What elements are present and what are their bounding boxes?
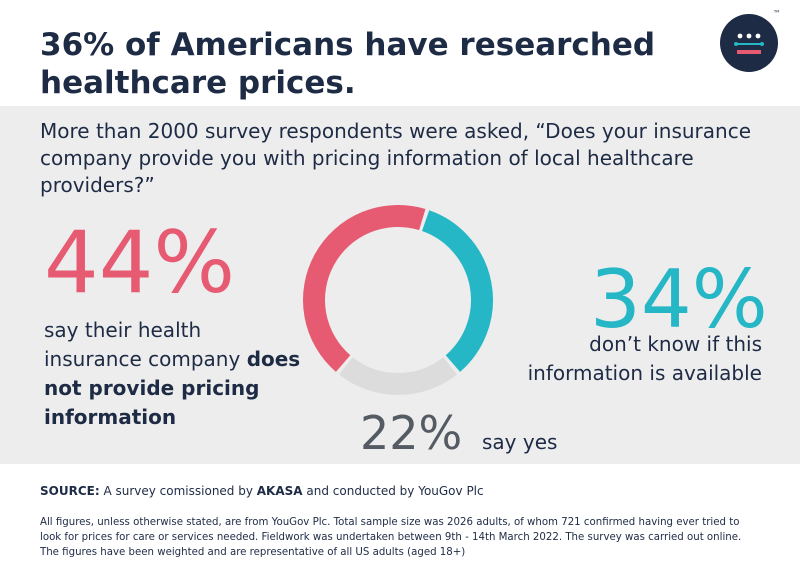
trademark-symbol: ™ [773, 9, 781, 18]
donut-chart [303, 205, 493, 395]
source-line: SOURCE: A survey comissioned by AKASA an… [40, 484, 484, 498]
page-title: 36% of Americans have researched healthc… [40, 27, 656, 101]
yes-percent-label: 22% [360, 406, 463, 460]
akasa-logo-icon [720, 14, 778, 72]
content-panel [0, 106, 800, 464]
left-percent-label: 44% [44, 213, 236, 313]
yes-description: say yes [482, 430, 558, 454]
right-percent-label: 34% [590, 253, 768, 346]
source-text-1: A survey comissioned by [99, 484, 257, 498]
source-brand: AKASA [256, 484, 303, 498]
survey-question: More than 2000 survey respondents were a… [40, 119, 752, 197]
donut-segment-34 [421, 210, 493, 372]
left-description-bold: does not provide pricing information [44, 347, 301, 429]
footnote: All figures, unless otherwise stated, ar… [40, 517, 742, 558]
left-description-plain: say their health insurance company [44, 318, 247, 371]
left-description: say their health insurance company does … [44, 316, 304, 432]
source-text-2: and conducted by YouGov Plc [302, 484, 484, 498]
donut-segment-44 [303, 205, 426, 372]
right-description: don’t know if this information is availa… [527, 332, 762, 385]
donut-segment-22 [338, 356, 458, 395]
source-label: SOURCE: [40, 484, 100, 498]
